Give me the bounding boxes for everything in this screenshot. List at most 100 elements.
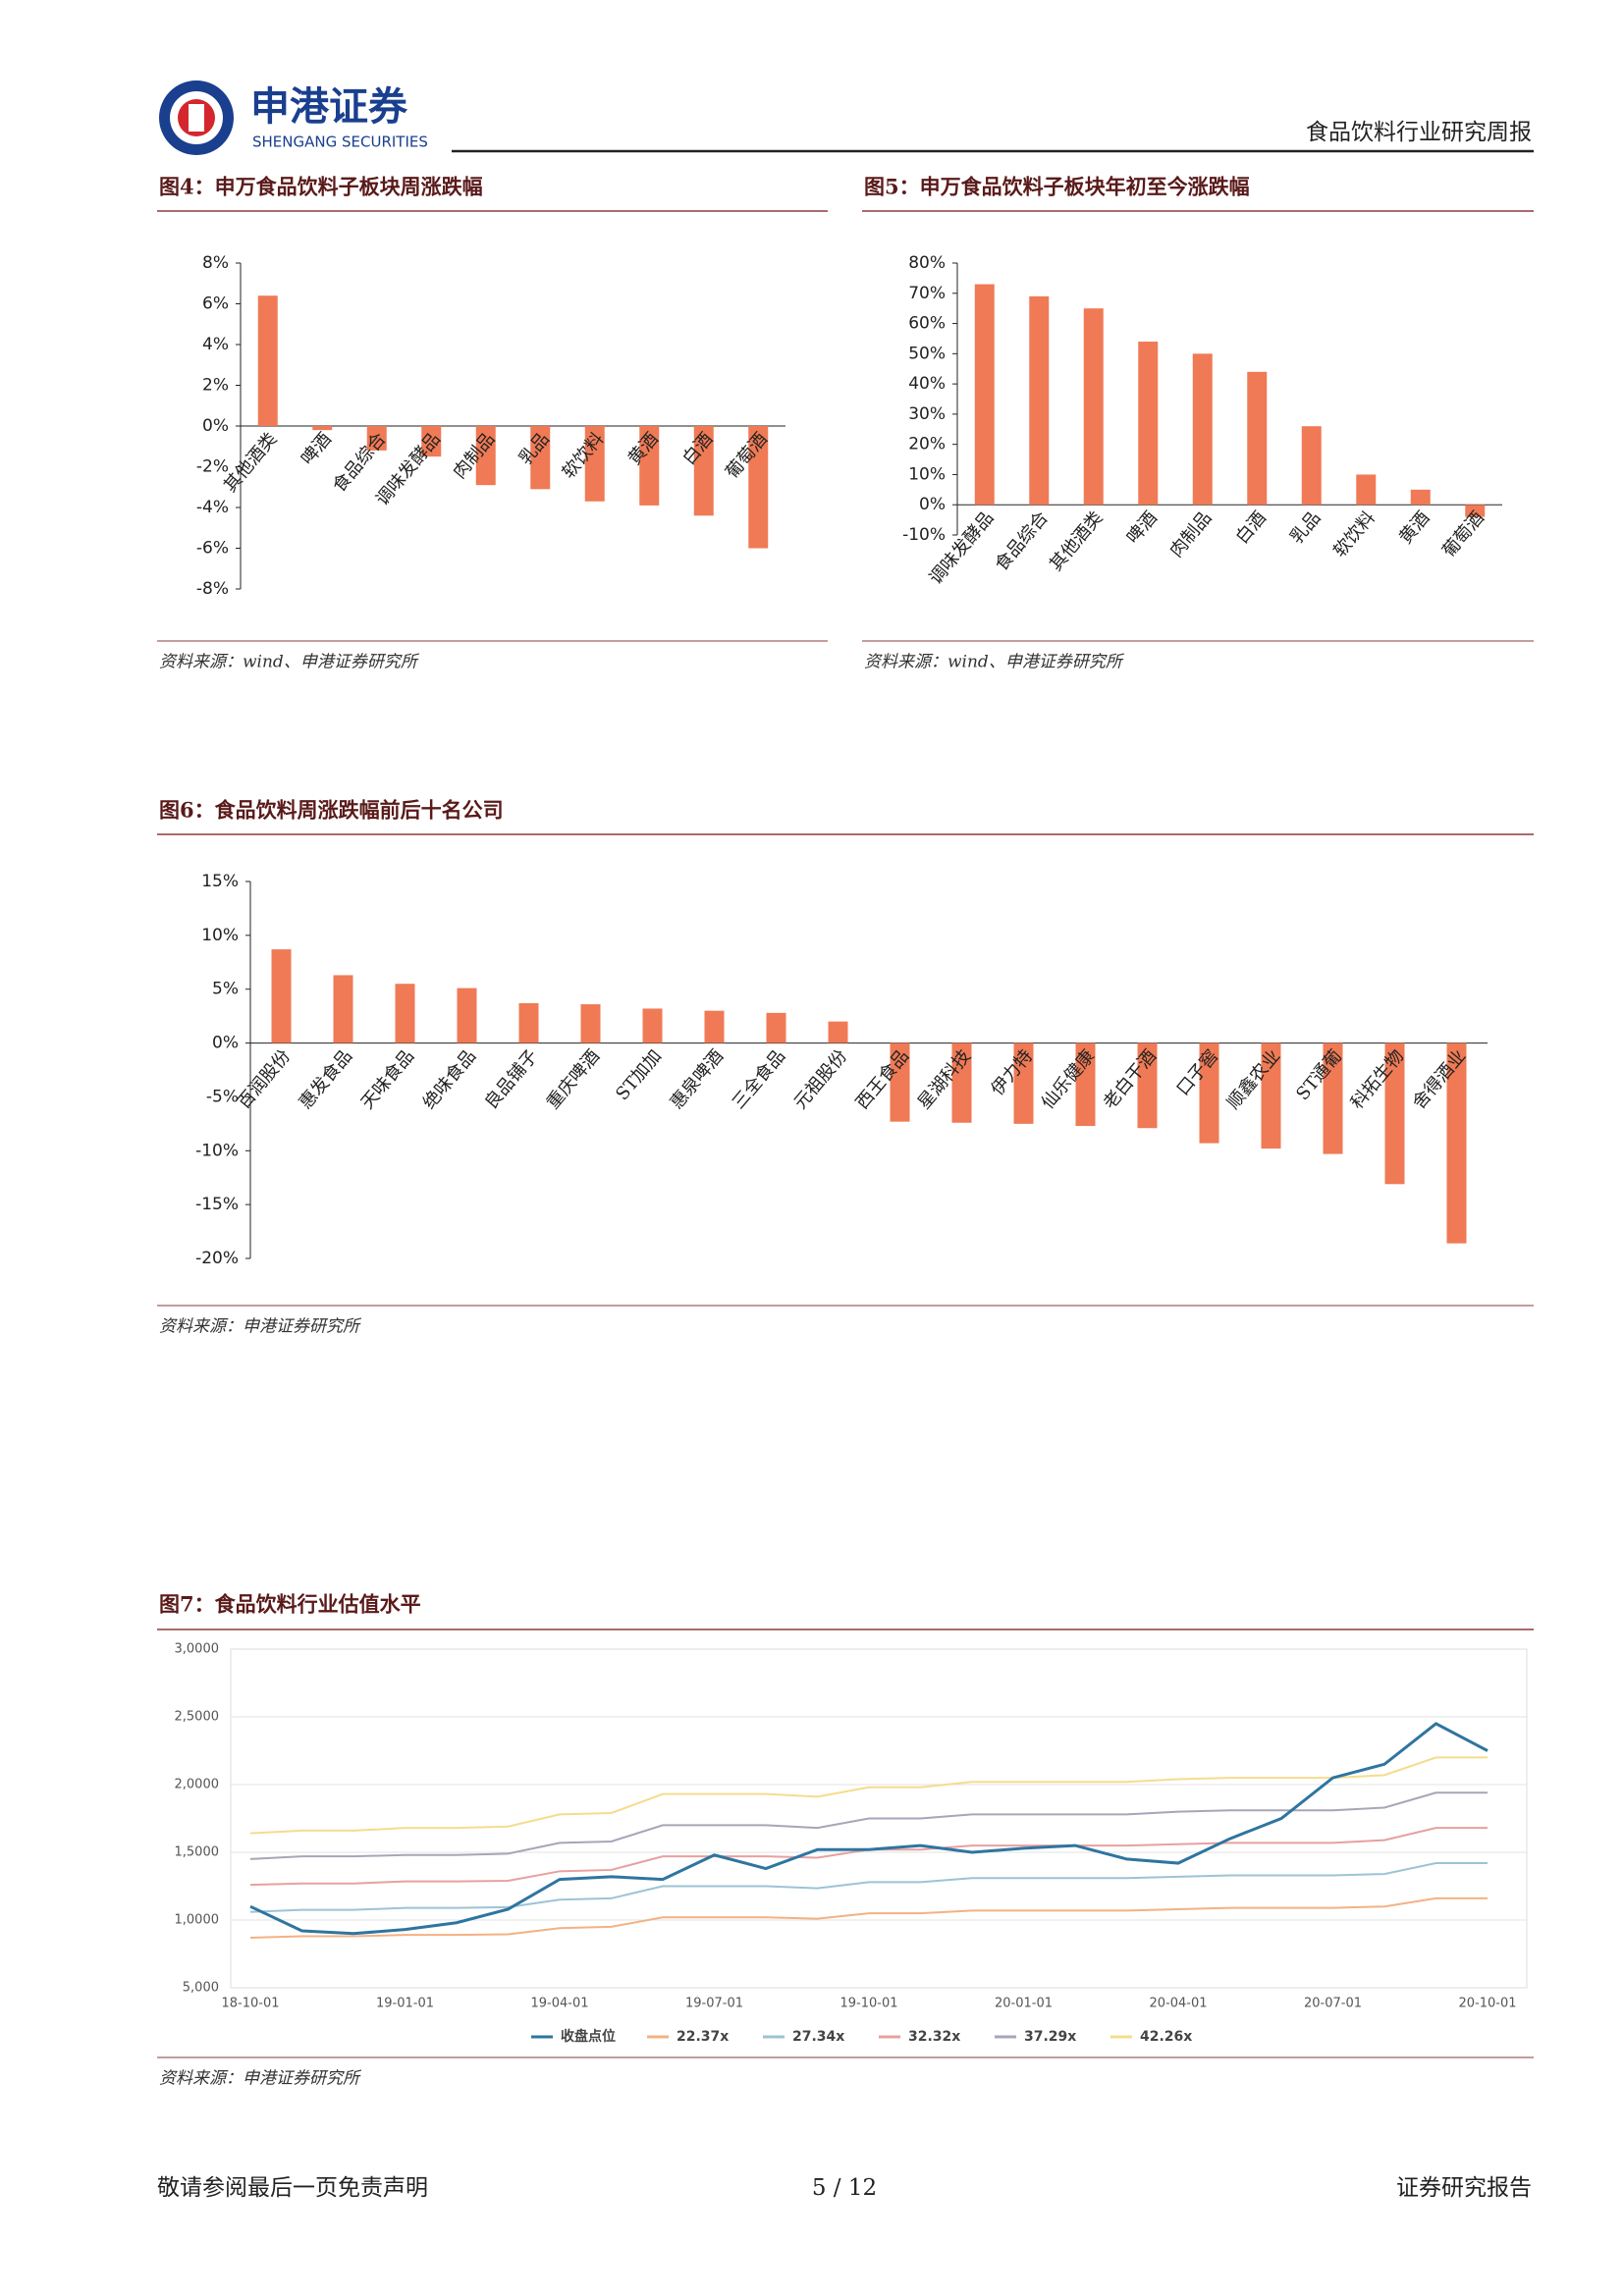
x-tick-label: 20-10-01 [1458, 1997, 1516, 2011]
bar [1247, 371, 1268, 506]
series-line [249, 1862, 1488, 1913]
bar [530, 426, 551, 490]
bar [1013, 1042, 1034, 1124]
y-tick-label: 2,0000 [175, 1778, 220, 1792]
legend-label: 32.32x [908, 2029, 960, 2045]
bar [257, 295, 278, 426]
y-tick-label: 40% [908, 374, 946, 394]
category-label: ST加加 [612, 1046, 666, 1105]
y-tick-label: -2% [196, 457, 229, 477]
source-note: 资料来源：wind、申港证券研究所 [159, 653, 420, 672]
category-label: 白酒 [1232, 507, 1271, 548]
y-tick-label: 0% [919, 495, 946, 514]
x-tick-label: 19-07-01 [685, 1997, 743, 2011]
y-tick-label: -20% [195, 1249, 239, 1268]
bar [1356, 474, 1377, 506]
category-label: 良品铺子 [481, 1046, 542, 1114]
y-tick-label: 50% [908, 344, 946, 363]
figure-title: 图5：申万食品饮料子板块年初至今涨跌幅 [864, 175, 1250, 199]
y-tick-label: 70% [908, 284, 946, 303]
category-label: 食品综合 [992, 507, 1053, 575]
bar [1137, 1042, 1158, 1129]
figure-title: 图4：申万食品饮料子板块周涨跌幅 [159, 175, 483, 199]
report-name: 食品饮料行业研究周报 [1306, 120, 1532, 145]
bar [1192, 353, 1213, 506]
footer-left: 敬请参阅最后一页免责声明 [157, 2175, 428, 2201]
category-label: 啤酒 [1123, 507, 1162, 548]
y-tick-label: 10% [908, 464, 946, 484]
category-label: 元祖股份 [790, 1046, 851, 1114]
category-label: 葡萄酒 [1438, 507, 1489, 561]
y-tick-label: 0% [212, 1034, 239, 1053]
legend-label: 37.29x [1024, 2029, 1076, 2045]
bar [518, 1002, 539, 1043]
y-tick-label: 80% [908, 253, 946, 273]
bar [1138, 342, 1159, 506]
y-tick-label: 4% [202, 335, 229, 354]
page-number: 5 / 12 [812, 2175, 877, 2201]
y-tick-label: 2,5000 [175, 1710, 220, 1725]
x-tick-label: 20-01-01 [995, 1997, 1053, 2011]
y-tick-label: 20% [908, 435, 946, 454]
bar [366, 426, 387, 451]
y-tick-label: 5,000 [183, 1981, 219, 1996]
company-name: 申港证券 [250, 84, 408, 130]
y-tick-label: -6% [196, 539, 229, 559]
bar [1261, 1042, 1281, 1149]
bar [475, 426, 496, 486]
x-tick-label: 20-07-01 [1304, 1997, 1362, 2011]
bar [580, 1004, 601, 1043]
category-label: 软饮料 [1329, 507, 1380, 561]
bar [974, 284, 995, 506]
x-tick-label: 19-01-01 [376, 1997, 434, 2011]
category-label: 惠泉啤酒 [667, 1046, 728, 1114]
bar [312, 426, 333, 431]
x-tick-label: 19-04-01 [530, 1997, 588, 2011]
legend-label: 22.37x [677, 2029, 729, 2045]
series-line [249, 1896, 1488, 1939]
category-label: 百润股份 [234, 1046, 295, 1114]
category-label: 黄酒 [1395, 507, 1434, 548]
category-label: 其他酒类 [220, 429, 281, 497]
y-tick-label: 2% [202, 376, 229, 396]
y-tick-label: 1,5000 [175, 1845, 220, 1860]
bar [1465, 505, 1486, 517]
y-tick-label: 5% [212, 980, 239, 999]
y-tick-label: 15% [201, 872, 239, 891]
bar [766, 1012, 786, 1043]
figure-title: 图6：食品饮料周涨跌幅前后十名公司 [159, 798, 504, 823]
bar [1410, 489, 1431, 506]
category-label: 绝味食品 [419, 1046, 480, 1114]
bar [1199, 1042, 1219, 1144]
bar [1446, 1042, 1467, 1244]
bar [890, 1042, 910, 1122]
figure-title: 图7：食品饮料行业估值水平 [159, 1592, 421, 1617]
source-note: 资料来源：wind、申港证券研究所 [864, 653, 1125, 672]
category-label: 肉制品 [1166, 507, 1217, 561]
y-tick-label: -4% [196, 498, 229, 517]
x-tick-label: 19-10-01 [839, 1997, 897, 2011]
plot-frame [230, 1648, 1528, 1989]
bar [333, 975, 353, 1043]
y-tick-label: 0% [202, 416, 229, 436]
bar [271, 949, 292, 1043]
bar [1384, 1042, 1405, 1185]
y-tick-label: -10% [195, 1141, 239, 1160]
bar [748, 426, 769, 549]
bar [1083, 308, 1104, 506]
legend-label: 42.26x [1140, 2029, 1192, 2045]
bar [395, 984, 415, 1043]
y-tick-label: 8% [202, 253, 229, 273]
category-label: 其他酒类 [1046, 507, 1107, 575]
logo [159, 80, 234, 155]
category-label: 惠发食品 [296, 1046, 356, 1114]
bar [1075, 1042, 1096, 1127]
series-line [249, 1791, 1488, 1860]
bar [1301, 426, 1322, 506]
y-tick-label: 10% [201, 926, 239, 945]
x-tick-label: 20-04-01 [1149, 1997, 1207, 2011]
legend-label: 27.34x [792, 2029, 844, 2045]
footer-right: 证券研究报告 [1396, 2175, 1532, 2201]
category-label: 乳品 [1286, 507, 1325, 548]
